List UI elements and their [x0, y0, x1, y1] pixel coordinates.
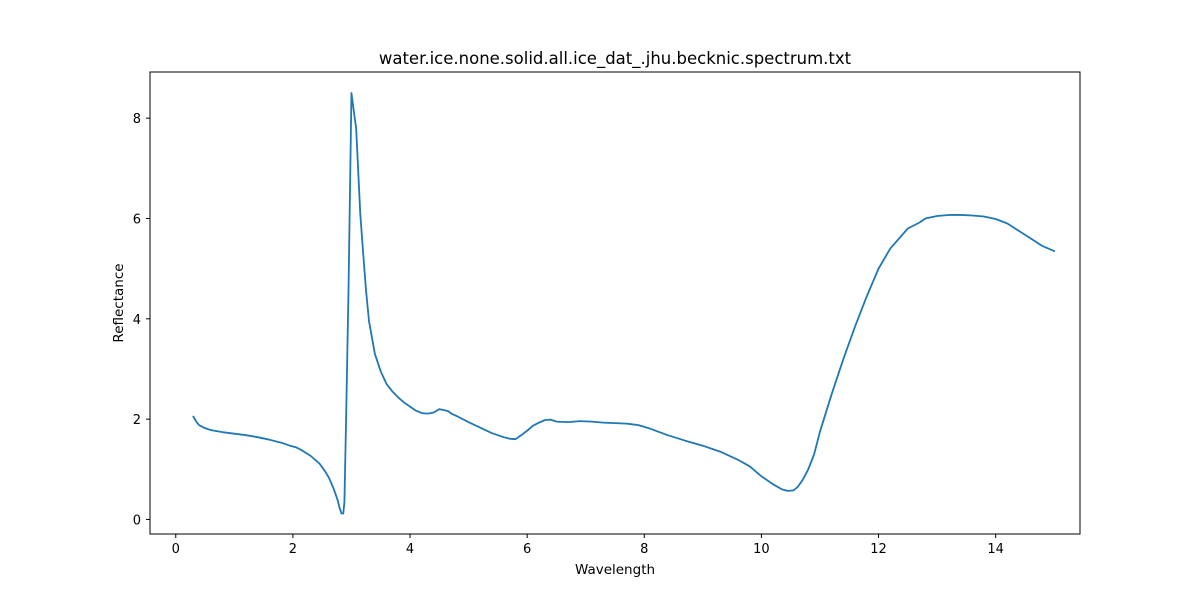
y-tick-label: 0 — [133, 513, 141, 528]
y-tick-label: 6 — [133, 212, 141, 227]
x-tick-label: 0 — [172, 542, 180, 557]
series-line — [192, 92, 1056, 515]
x-tick-label: 8 — [640, 542, 648, 557]
x-axis-label: Wavelength — [575, 562, 655, 578]
y-axis: 0 2 4 6 8 — [133, 112, 150, 528]
y-tick-label: 2 — [133, 413, 141, 428]
y-axis-label: Reflectance — [111, 263, 127, 342]
x-tick-label: 12 — [870, 542, 887, 557]
x-tick-label: 10 — [753, 542, 770, 557]
plot-area-frame — [149, 71, 1081, 535]
x-tick-label: 4 — [406, 542, 414, 557]
chart-title: water.ice.none.solid.all.ice_dat_.jhu.be… — [379, 49, 852, 69]
x-tick-label: 6 — [523, 542, 531, 557]
y-tick-label: 4 — [133, 313, 141, 328]
x-axis: 0 2 4 6 8 10 12 14 — [172, 534, 1004, 557]
x-tick-label: 14 — [987, 542, 1004, 557]
y-tick-label: 8 — [133, 112, 141, 127]
x-tick-label: 2 — [289, 542, 297, 557]
